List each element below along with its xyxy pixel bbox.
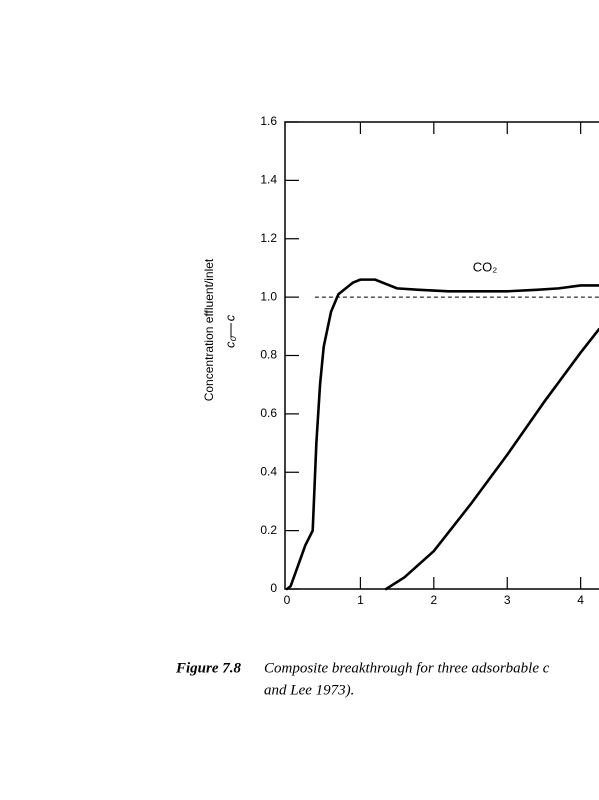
y-tick-label: 0.6	[260, 406, 277, 420]
x-tick-label: 2	[430, 593, 437, 607]
y-tick-label: 1.6	[260, 114, 277, 128]
y-axis-label: Concentration effluent/inlet	[202, 258, 216, 401]
y-tick-label: 0.8	[260, 348, 277, 362]
annotation: CO₂	[473, 259, 498, 274]
y-tick-label: 1.0	[260, 289, 277, 303]
y-tick-label: 0.4	[260, 464, 277, 478]
caption-line: Composite breakthrough for three adsorba…	[264, 660, 550, 676]
y-axis-denominator: c₀	[222, 335, 237, 348]
y-tick-label: 1.4	[260, 173, 277, 187]
x-tick-label: 0	[284, 593, 291, 607]
caption-line: and Lee 1973).	[264, 682, 354, 698]
data-line	[384, 327, 599, 591]
y-axis-fraction: c c₀	[222, 314, 237, 348]
y-tick-label: 0.2	[260, 523, 277, 537]
caption-label: Figure 7.8	[175, 660, 242, 676]
y-tick-label: 0	[270, 581, 277, 595]
x-tick-label: 1	[357, 593, 364, 607]
y-tick-label: 1.2	[260, 231, 277, 245]
x-tick-label: 4	[577, 593, 584, 607]
data-line	[285, 278, 599, 591]
plot-frame	[284, 121, 599, 590]
x-tick-label: 3	[504, 593, 511, 607]
y-axis-numerator: c	[222, 314, 237, 321]
